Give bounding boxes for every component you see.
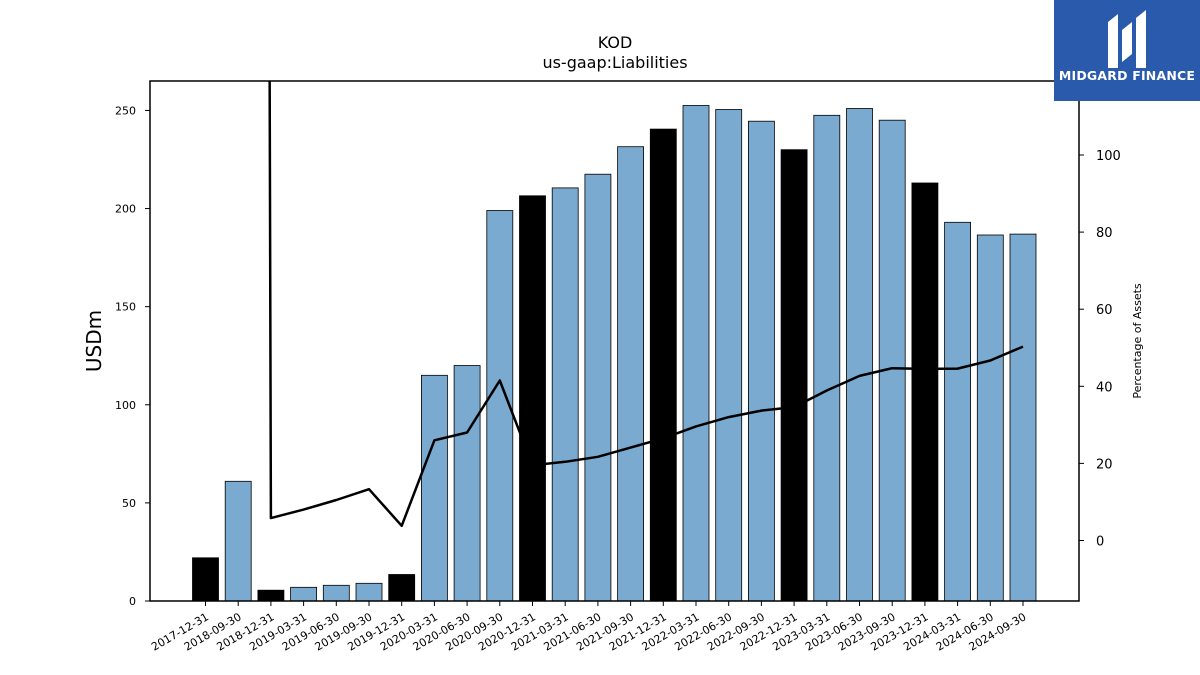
bar-2019-06-30 (322, 584, 350, 602)
bar-2022-12-31 (780, 149, 808, 602)
bar-2024-06-30 (976, 234, 1004, 602)
y-left-tick-label: 100 (115, 399, 136, 412)
bar-2019-03-31 (290, 586, 318, 602)
bar-2019-12-31 (388, 574, 416, 602)
bar-2020-06-30 (453, 365, 481, 602)
bar-2022-09-30 (748, 120, 775, 602)
bar-2018-09-30 (224, 480, 252, 602)
y-axis-right-label: Percentage of Assets (1131, 283, 1144, 399)
bar-2022-03-31 (682, 105, 710, 602)
bar-2024-09-30 (1009, 233, 1037, 602)
line-series (268, 81, 1024, 528)
y-right-tick-label: 40 (1096, 380, 1113, 395)
chart-title: KOD (598, 33, 633, 52)
brand-name: MIDGARD FINANCE (1058, 68, 1196, 83)
y-left-tick-label: 250 (115, 104, 136, 117)
bar-2021-03-31 (551, 187, 579, 602)
chart-subtitle: us-gaap:Liabilities (542, 53, 687, 72)
bar-2020-03-31 (420, 374, 448, 602)
bar-series (192, 105, 1037, 602)
y-right-tick-label: 0 (1096, 534, 1104, 549)
y-right-tick-label: 80 (1096, 226, 1113, 241)
midgard-logo-icon (1108, 10, 1146, 68)
percentage-of-assets-line (268, 81, 1024, 528)
y-right-tick-label: 100 (1096, 149, 1121, 164)
bar-2020-12-31 (519, 195, 546, 602)
bar-2022-06-30 (715, 109, 743, 602)
y-left-tick-label: 50 (122, 497, 136, 510)
bar-2021-12-31 (649, 128, 677, 602)
y-left-tick-label: 0 (129, 595, 136, 608)
bar-2021-09-30 (617, 146, 644, 602)
y-right-tick-label: 20 (1096, 457, 1113, 472)
y-left-tick-label: 150 (115, 301, 136, 314)
bar-2019-09-30 (355, 582, 383, 602)
bar-2023-06-30 (846, 108, 873, 602)
bar-2018-12-31 (257, 589, 285, 602)
y-axis-right: 0 20 40 60 80 100 (1079, 149, 1121, 549)
y-right-tick-label: 60 (1096, 303, 1113, 318)
bar-2023-09-30 (878, 119, 906, 602)
bar-2024-03-31 (944, 221, 971, 602)
x-axis: 2017-12-312018-09-302018-12-312019-03-31… (149, 601, 1029, 654)
bar-2023-03-31 (813, 114, 841, 602)
bar-2023-12-31 (911, 182, 939, 602)
y-axis-left: 0 50 100 150 200 250 (115, 104, 150, 608)
y-axis-left-label: USDm (82, 310, 106, 372)
bar-2021-06-30 (584, 173, 612, 602)
brand-logo: MIDGARD FINANCE (1054, 0, 1200, 101)
y-left-tick-label: 200 (115, 203, 136, 216)
bar-2017-12-31 (192, 557, 219, 602)
plot-frame (149, 80, 1080, 602)
